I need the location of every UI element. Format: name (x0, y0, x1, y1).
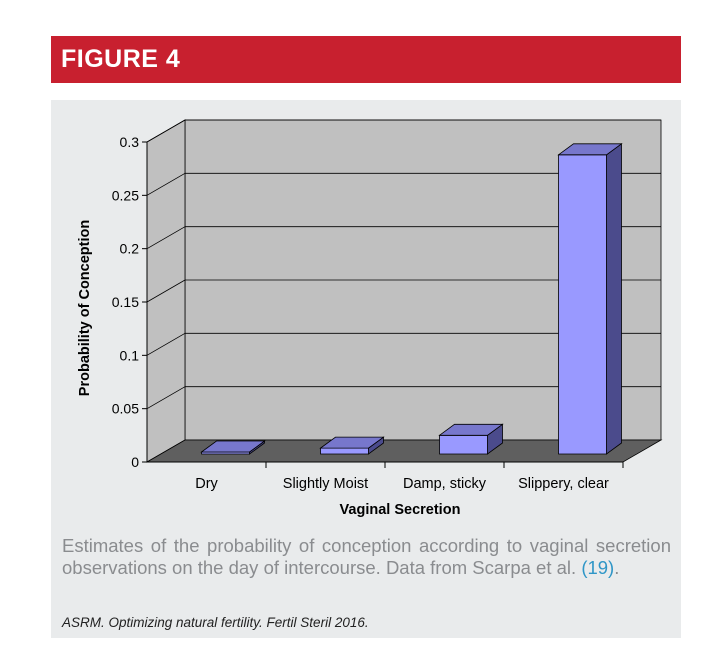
x-tick-label: Damp, sticky (403, 476, 487, 492)
y-axis-label: Probability of Conception (77, 220, 93, 396)
y-tick-label: 0.1 (120, 347, 140, 363)
figure-label: FIGURE 4 (61, 45, 181, 73)
gridline-side (146, 172, 186, 196)
gridline-side (146, 119, 186, 143)
gridline-side (146, 226, 186, 250)
figure-caption: Estimates of the probability of concepti… (62, 535, 671, 579)
y-tick-label: 0.15 (112, 294, 139, 310)
bar-top (319, 436, 385, 449)
bar-chart: 0 0.05 0.1 0.15 0.2 0.25 0.3 Dry Slightly Moist D… (77, 119, 663, 518)
figure-source: ASRM. Optimizing natural fertility. Fert… (62, 615, 369, 630)
x-tick-label: Dry (195, 476, 218, 492)
y-tick-label: 0.2 (120, 241, 140, 257)
caption-end: . (614, 557, 620, 578)
gridline-side (146, 332, 186, 356)
bar-top (200, 440, 266, 453)
bar-side (606, 143, 622, 455)
gridline-side (146, 386, 186, 410)
x-axis-label: Vaginal Secretion (340, 502, 461, 518)
bar-1 (320, 447, 369, 455)
gridline-side (146, 279, 186, 303)
figure-header: FIGURE 4 (51, 36, 681, 83)
y-tick-label: 0.05 (112, 401, 139, 417)
bar-top (557, 143, 623, 156)
x-tick-label: Slippery, clear (518, 476, 609, 492)
x-tick-label: Slightly Moist (283, 476, 368, 492)
y-tick-label: 0 (131, 454, 139, 470)
y-tick-label: 0.25 (112, 187, 139, 203)
y-tick-label: 0.3 (120, 134, 140, 150)
bar-top (438, 423, 504, 436)
caption-text: Estimates of the probability of concepti… (62, 535, 671, 578)
figure-panel: 0 0.05 0.1 0.15 0.2 0.25 0.3 Dry Slightly Moist D… (51, 100, 681, 638)
bar-3 (558, 154, 607, 455)
caption-reference-link[interactable]: (19) (581, 557, 615, 578)
bar-2 (439, 434, 488, 455)
